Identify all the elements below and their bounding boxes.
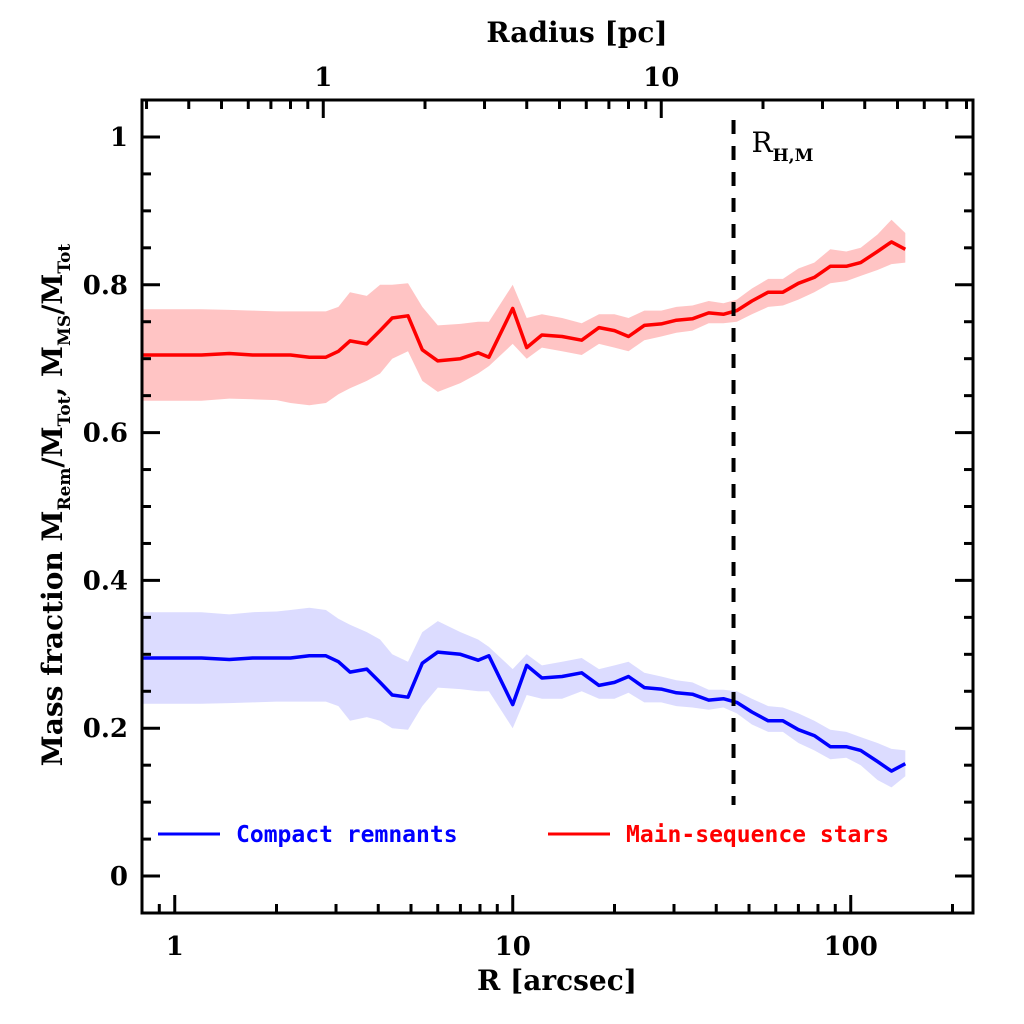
x-tick-label: 100	[824, 932, 878, 962]
y-tick-label: 0.4	[83, 566, 128, 596]
y-tick-label: 0.6	[83, 419, 128, 449]
x2-tick-label: 10	[643, 63, 679, 93]
legend-label-main-sequence-stars: Main-sequence stars	[626, 822, 889, 848]
x2-tick-label: 1	[314, 63, 332, 93]
y-title-mid2: , M	[36, 346, 69, 397]
vline-label-main: R	[752, 126, 774, 159]
x-tick-label: 10	[495, 932, 531, 962]
y-title-sub-rem: Rem	[55, 468, 75, 511]
y-tick-label: 0.8	[83, 271, 128, 301]
y-axis-title: Mass fraction MRem/MTot, MMS/MTot	[36, 244, 75, 767]
y-title-sub-tot2: Tot	[55, 244, 75, 274]
legend: Compact remnants Main-sequence stars	[158, 822, 889, 848]
y-title-sub-tot1: Tot	[55, 396, 75, 426]
x-axis-title: R [arcsec]	[477, 964, 637, 997]
y-tick-label: 0	[110, 862, 128, 892]
band-main-sequence-stars	[142, 219, 906, 406]
band-compact-remnants	[142, 607, 906, 788]
legend-label-compact-remnants: Compact remnants	[236, 822, 458, 848]
series-lines	[142, 240, 907, 773]
y-title-prefix: Mass fraction M	[36, 511, 69, 767]
y-title-mid1: /M	[36, 426, 69, 467]
x-tick-label: 1	[166, 932, 184, 962]
half-mass-radius-label: RH,M	[752, 126, 814, 166]
plot-frame	[140, 98, 975, 915]
y-tick-label: 0.2	[83, 714, 128, 744]
y-title-sub-ms: MS	[55, 315, 75, 346]
vline-label-sub: H,M	[773, 146, 814, 166]
line-main-sequence-stars	[142, 240, 907, 363]
confidence-bands	[142, 219, 906, 788]
axis-ticks	[140, 98, 973, 915]
line-compact-remnants	[142, 650, 907, 773]
y-title-mid3: /M	[36, 274, 69, 315]
y-tick-label: 1	[110, 123, 128, 153]
half-mass-radius-marker: RH,M	[731, 120, 814, 805]
top-axis-title: Radius [pc]	[486, 16, 667, 49]
